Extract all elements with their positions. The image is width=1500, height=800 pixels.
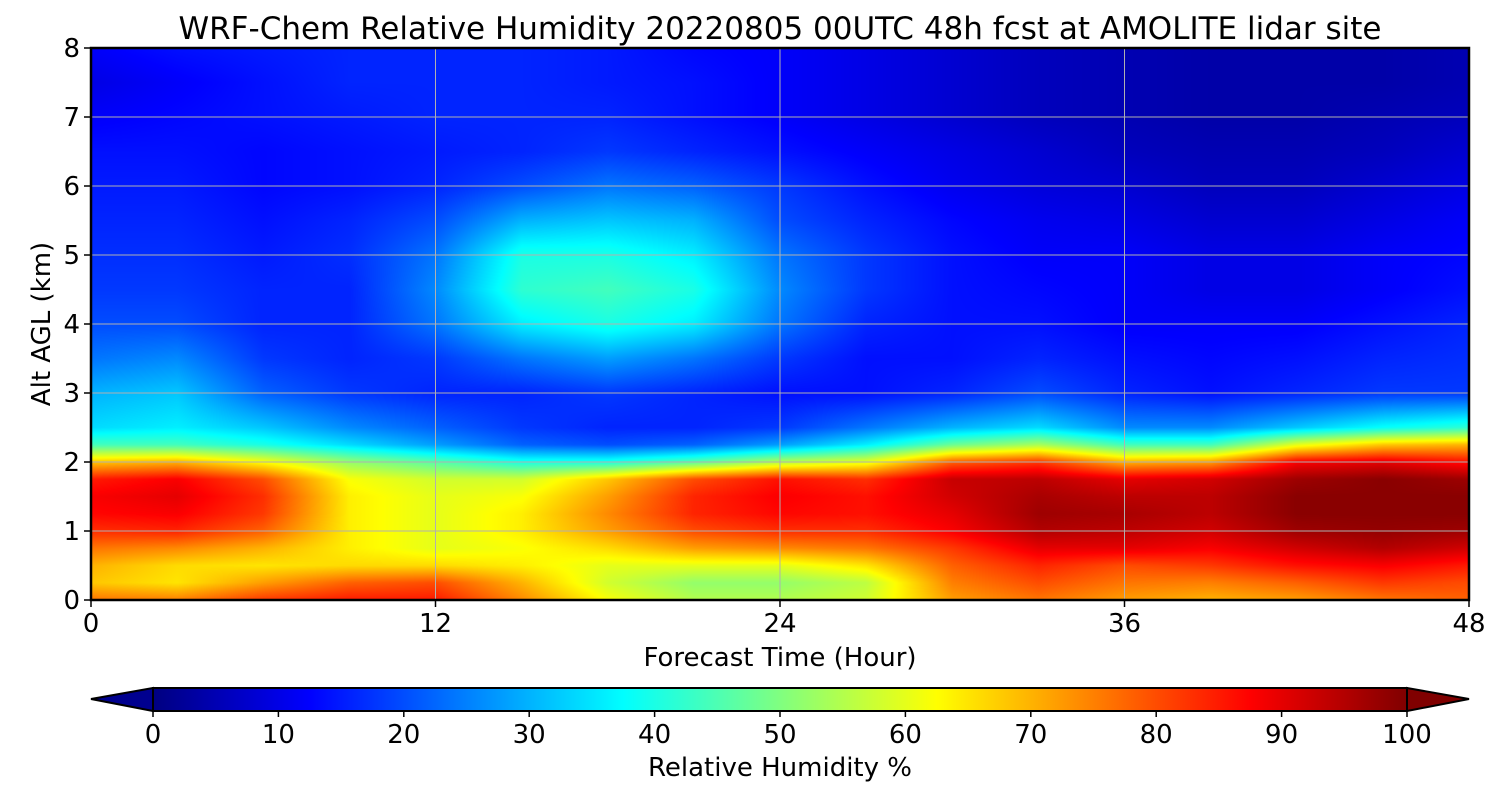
colorbar-tick-label: 0 — [145, 720, 162, 750]
chart-title: WRF-Chem Relative Humidity 20220805 00UT… — [178, 11, 1381, 47]
colorbar-extend-low — [90, 686, 154, 713]
colorbar-ticks: 0 10 20 30 40 50 60 70 80 90 100 — [145, 711, 1432, 750]
x-tick-label: 24 — [763, 609, 796, 639]
colorbar-tick-label: 60 — [889, 720, 922, 750]
x-tick-label: 12 — [419, 609, 452, 639]
colorbar-label: Relative Humidity % — [648, 753, 912, 783]
colorbar-body — [152, 687, 1408, 712]
y-tick-label: 6 — [63, 172, 80, 202]
y-tick-label: 0 — [63, 586, 80, 616]
colorbar-tick-label: 100 — [1382, 720, 1432, 750]
colorbar-tick-label: 10 — [262, 720, 295, 750]
y-tick-label: 4 — [63, 310, 80, 340]
x-tick-label: 48 — [1452, 609, 1485, 639]
colorbar-tick-label: 70 — [1014, 720, 1047, 750]
colorbar-tick-label: 40 — [638, 720, 671, 750]
y-tick-label: 5 — [63, 241, 80, 271]
y-axis-label: Alt AGL (km) — [27, 242, 57, 406]
x-tick-label: 0 — [83, 609, 100, 639]
y-tick-label: 2 — [63, 448, 80, 478]
y-tick-label: 8 — [63, 34, 80, 64]
colorbar-tick-label: 90 — [1265, 720, 1298, 750]
colorbar-tick-label: 80 — [1140, 720, 1173, 750]
x-axis-label: Forecast Time (Hour) — [643, 643, 916, 673]
y-tick-label: 7 — [63, 103, 80, 133]
y-tick-label: 1 — [63, 517, 80, 547]
x-tick-label: 36 — [1108, 609, 1141, 639]
colorbar-tick-label: 30 — [513, 720, 546, 750]
y-axis: 0 1 2 3 4 5 6 7 8 — [63, 34, 91, 616]
colorbar: 0 10 20 30 40 50 60 70 80 90 100 Relative Humidity… — [90, 686, 1470, 783]
colorbar-tick-label: 50 — [763, 720, 796, 750]
plot-area — [89, 46, 1471, 602]
x-axis: 0 12 24 36 48 — [83, 600, 1486, 639]
colorbar-tick-label: 20 — [387, 720, 420, 750]
colorbar-extend-high — [1406, 686, 1470, 713]
y-tick-label: 3 — [63, 379, 80, 409]
